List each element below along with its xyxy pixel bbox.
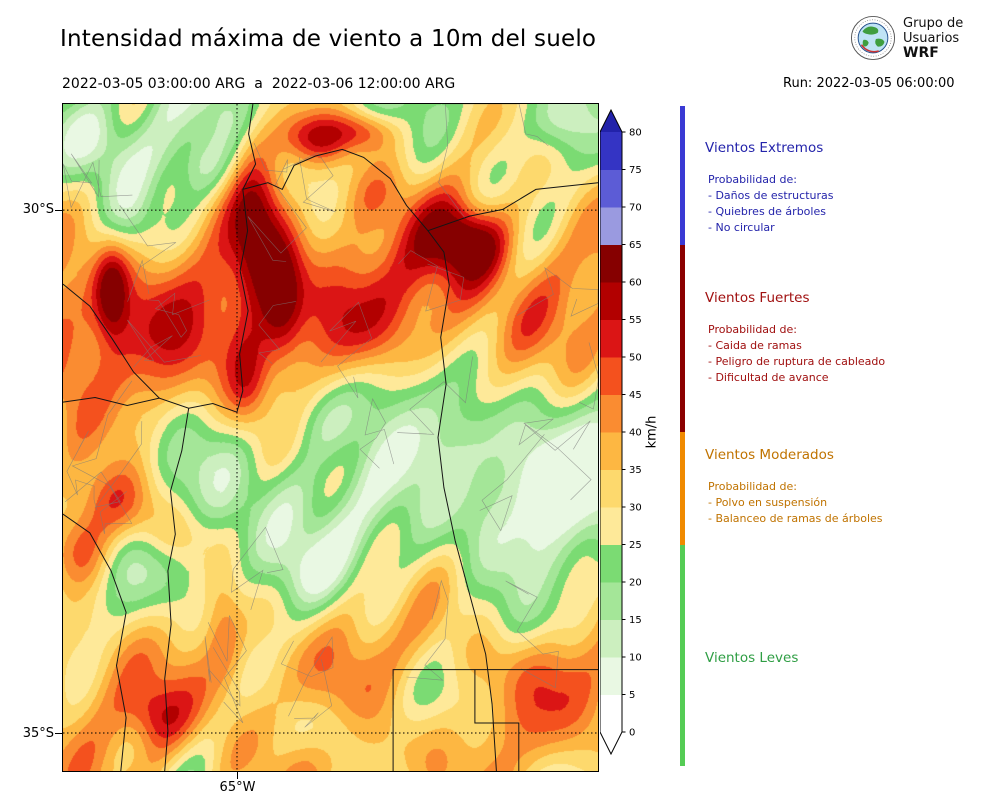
legend-probability-label: Probabilidad de: <box>708 173 797 186</box>
svg-text:35: 35 <box>629 465 642 476</box>
legend-effect-item: - Balanceo de ramas de árboles <box>708 512 883 525</box>
svg-text:40: 40 <box>629 428 642 439</box>
colorbar-unit-label: km/h <box>644 415 660 449</box>
legend-category-effects: Probabilidad de: - Polvo en suspensión - B… <box>708 479 883 527</box>
period-start: 2022-03-05 03:00:00 ARG <box>62 76 246 92</box>
legend-strip-segment <box>680 545 685 766</box>
x-axis-tick-label-65w: 65°W <box>219 780 256 795</box>
svg-text:45: 45 <box>629 390 642 401</box>
wrf-user-group-logo: Grupo de Usuarios WRF <box>850 15 963 61</box>
svg-text:25: 25 <box>629 540 642 551</box>
axis-tick <box>55 733 62 734</box>
legend-effect-item: - Daños de estructuras <box>708 189 834 202</box>
axis-tick <box>55 210 62 211</box>
svg-text:5: 5 <box>629 690 635 701</box>
legend-category-name: Vientos Moderados <box>705 447 834 463</box>
y-axis-tick-label-30s: 30°S <box>22 202 54 217</box>
legend-category-name: Vientos Extremos <box>705 140 824 156</box>
legend-effect-item: - Peligro de ruptura de cableado <box>708 355 886 368</box>
legend-probability-label: Probabilidad de: <box>708 480 797 493</box>
legend-effect-item: - No circular <box>708 221 775 234</box>
svg-text:10: 10 <box>629 653 642 664</box>
y-axis-tick-label-35s: 35°S <box>22 726 54 741</box>
svg-text:70: 70 <box>629 203 642 214</box>
legend-effect-item: - Caida de ramas <box>708 339 802 352</box>
legend-effect-item: - Polvo en suspensión <box>708 496 828 509</box>
page-title: Intensidad máxima de viento a 10m del su… <box>60 26 597 52</box>
wind-map <box>62 103 599 772</box>
legend-strip-segment <box>680 245 685 432</box>
legend-effect-item: - Quiebres de árboles <box>708 205 826 218</box>
logo-text: Grupo de Usuarios WRF <box>903 16 963 61</box>
legend-probability-label: Probabilidad de: <box>708 323 797 336</box>
svg-text:0: 0 <box>629 728 635 739</box>
wind-field-canvas <box>63 104 598 771</box>
svg-text:60: 60 <box>629 278 642 289</box>
legend-category-effects: Probabilidad de: - Caida de ramas - Peligr… <box>708 322 885 386</box>
legend-category-effects: Probabilidad de: - Daños de estructuras - … <box>708 172 834 236</box>
legend-strip-segment <box>680 106 685 245</box>
logo-wrf: WRF <box>903 44 939 61</box>
logo-line-1: Grupo de <box>903 15 964 31</box>
globe-icon <box>850 15 896 61</box>
logo-line-2: Usuarios <box>903 30 960 46</box>
svg-text:50: 50 <box>629 353 642 364</box>
map-boundaries-overlay <box>63 104 598 771</box>
axis-tick <box>237 772 238 779</box>
valid-period-label: 2022-03-05 03:00:00 ARG a 2022-03-06 12:00… <box>62 76 455 92</box>
colorbar: 0 5 10 15 20 25 30 35 40 45 50 55 60 65 70 75 80 <box>600 108 642 756</box>
svg-text:80: 80 <box>629 128 642 139</box>
svg-text:20: 20 <box>629 578 642 589</box>
period-separator: a <box>254 76 263 92</box>
legend-category-name: Vientos Fuertes <box>705 290 810 306</box>
svg-text:65: 65 <box>629 240 642 251</box>
svg-text:55: 55 <box>629 315 642 326</box>
legend-category-name: Vientos Leves <box>705 650 799 666</box>
svg-text:30: 30 <box>629 503 642 514</box>
model-run-label: Run: 2022-03-05 06:00:00 <box>783 76 955 91</box>
svg-text:75: 75 <box>629 165 642 176</box>
period-end: 2022-03-06 12:00:00 ARG <box>271 76 456 92</box>
svg-text:15: 15 <box>629 615 642 626</box>
legend-effect-item: - Dificultad de avance <box>708 371 829 384</box>
legend-strip-segment <box>680 432 685 545</box>
